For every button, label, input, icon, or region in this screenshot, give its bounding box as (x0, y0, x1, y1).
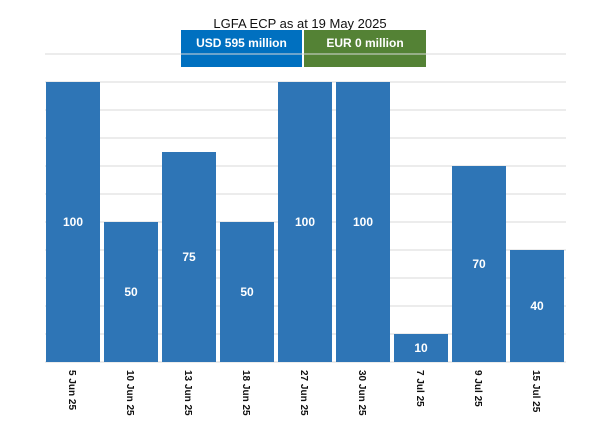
bar-2 (104, 222, 158, 362)
bar-value-label: 40 (530, 299, 544, 313)
x-tick-label: 15 Jul 25 (530, 370, 541, 413)
x-tick-label: 9 Jul 25 (472, 370, 483, 407)
bar-value-label: 75 (182, 250, 196, 264)
chart-title: LGFA ECP as at 19 May 2025 (213, 16, 387, 31)
bar-8 (452, 166, 506, 362)
bar-1 (46, 82, 100, 362)
bar-9 (510, 250, 564, 362)
x-tick-label: 5 Jun 25 (66, 370, 77, 410)
bar-value-label: 50 (124, 285, 138, 299)
bars: 100 50 75 50 100 100 10 70 40 (46, 82, 564, 362)
bar-4 (220, 222, 274, 362)
bar-value-label: 10 (414, 341, 428, 355)
bar-value-label: 100 (353, 215, 373, 229)
legend-usd: USD 595 million (181, 30, 302, 67)
bar-value-label: 100 (63, 215, 83, 229)
x-tick-label: 18 Jun 25 (240, 370, 251, 416)
x-axis-ticks: 5 Jun 25 10 Jun 25 13 Jun 25 18 Jun 25 27 Ju… (66, 370, 541, 416)
x-tick-label: 7 Jul 25 (414, 370, 425, 407)
x-tick-label: 30 Jun 25 (356, 370, 367, 416)
bar-5 (278, 82, 332, 362)
bar-value-label: 50 (240, 285, 254, 299)
x-tick-label: 13 Jun 25 (182, 370, 193, 416)
bar-7 (394, 334, 448, 362)
bar-value-label: 100 (295, 215, 315, 229)
bar-6 (336, 82, 390, 362)
legend-eur-label: EUR 0 million (326, 36, 404, 50)
x-tick-label: 10 Jun 25 (124, 370, 135, 416)
legend-eur: EUR 0 million (304, 30, 426, 67)
x-tick-label: 27 Jun 25 (298, 370, 309, 416)
bar-3 (162, 152, 216, 362)
bar-value-label: 70 (472, 257, 486, 271)
legend-usd-label: USD 595 million (196, 36, 287, 50)
